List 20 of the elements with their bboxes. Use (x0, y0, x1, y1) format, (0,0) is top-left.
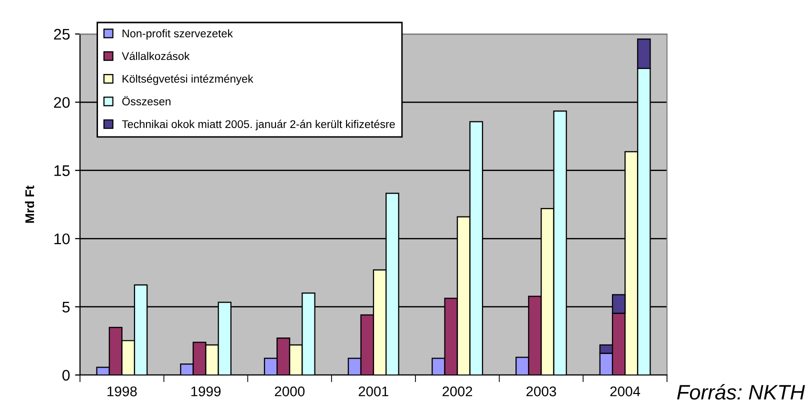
text: Forrás: NKTH (677, 384, 805, 400)
legend-label: Non-profit szervezetek (122, 29, 233, 40)
x-tick-label: 2002 (442, 386, 472, 396)
legend-label: Összesen (122, 96, 170, 106)
x-tick-label: 2004 (610, 386, 640, 396)
legend-label: Költségvetési intézmények (122, 74, 254, 85)
y-tick-label: 5 (62, 302, 70, 312)
y-tick-label: 20 (54, 97, 70, 108)
y-tick-label: 25 (54, 28, 70, 40)
y-tick-label: 0 (62, 370, 70, 381)
legend-label: Vállalkozások (122, 52, 190, 60)
y-tick-label: 10 (54, 233, 70, 244)
x-tick-label: 1998 (108, 386, 137, 396)
y-axis-title: Mrd Ft (24, 186, 34, 223)
y-tick-label: 15 (54, 165, 70, 176)
x-tick-label: 2001 (358, 386, 388, 396)
x-tick-label: 2000 (274, 386, 305, 396)
x-tick-label: 1999 (191, 386, 221, 396)
legend-label: Technikai okok miatt 2005. január 2-án került kifizetésre (122, 120, 395, 130)
x-tick-label: 2003 (526, 386, 556, 396)
